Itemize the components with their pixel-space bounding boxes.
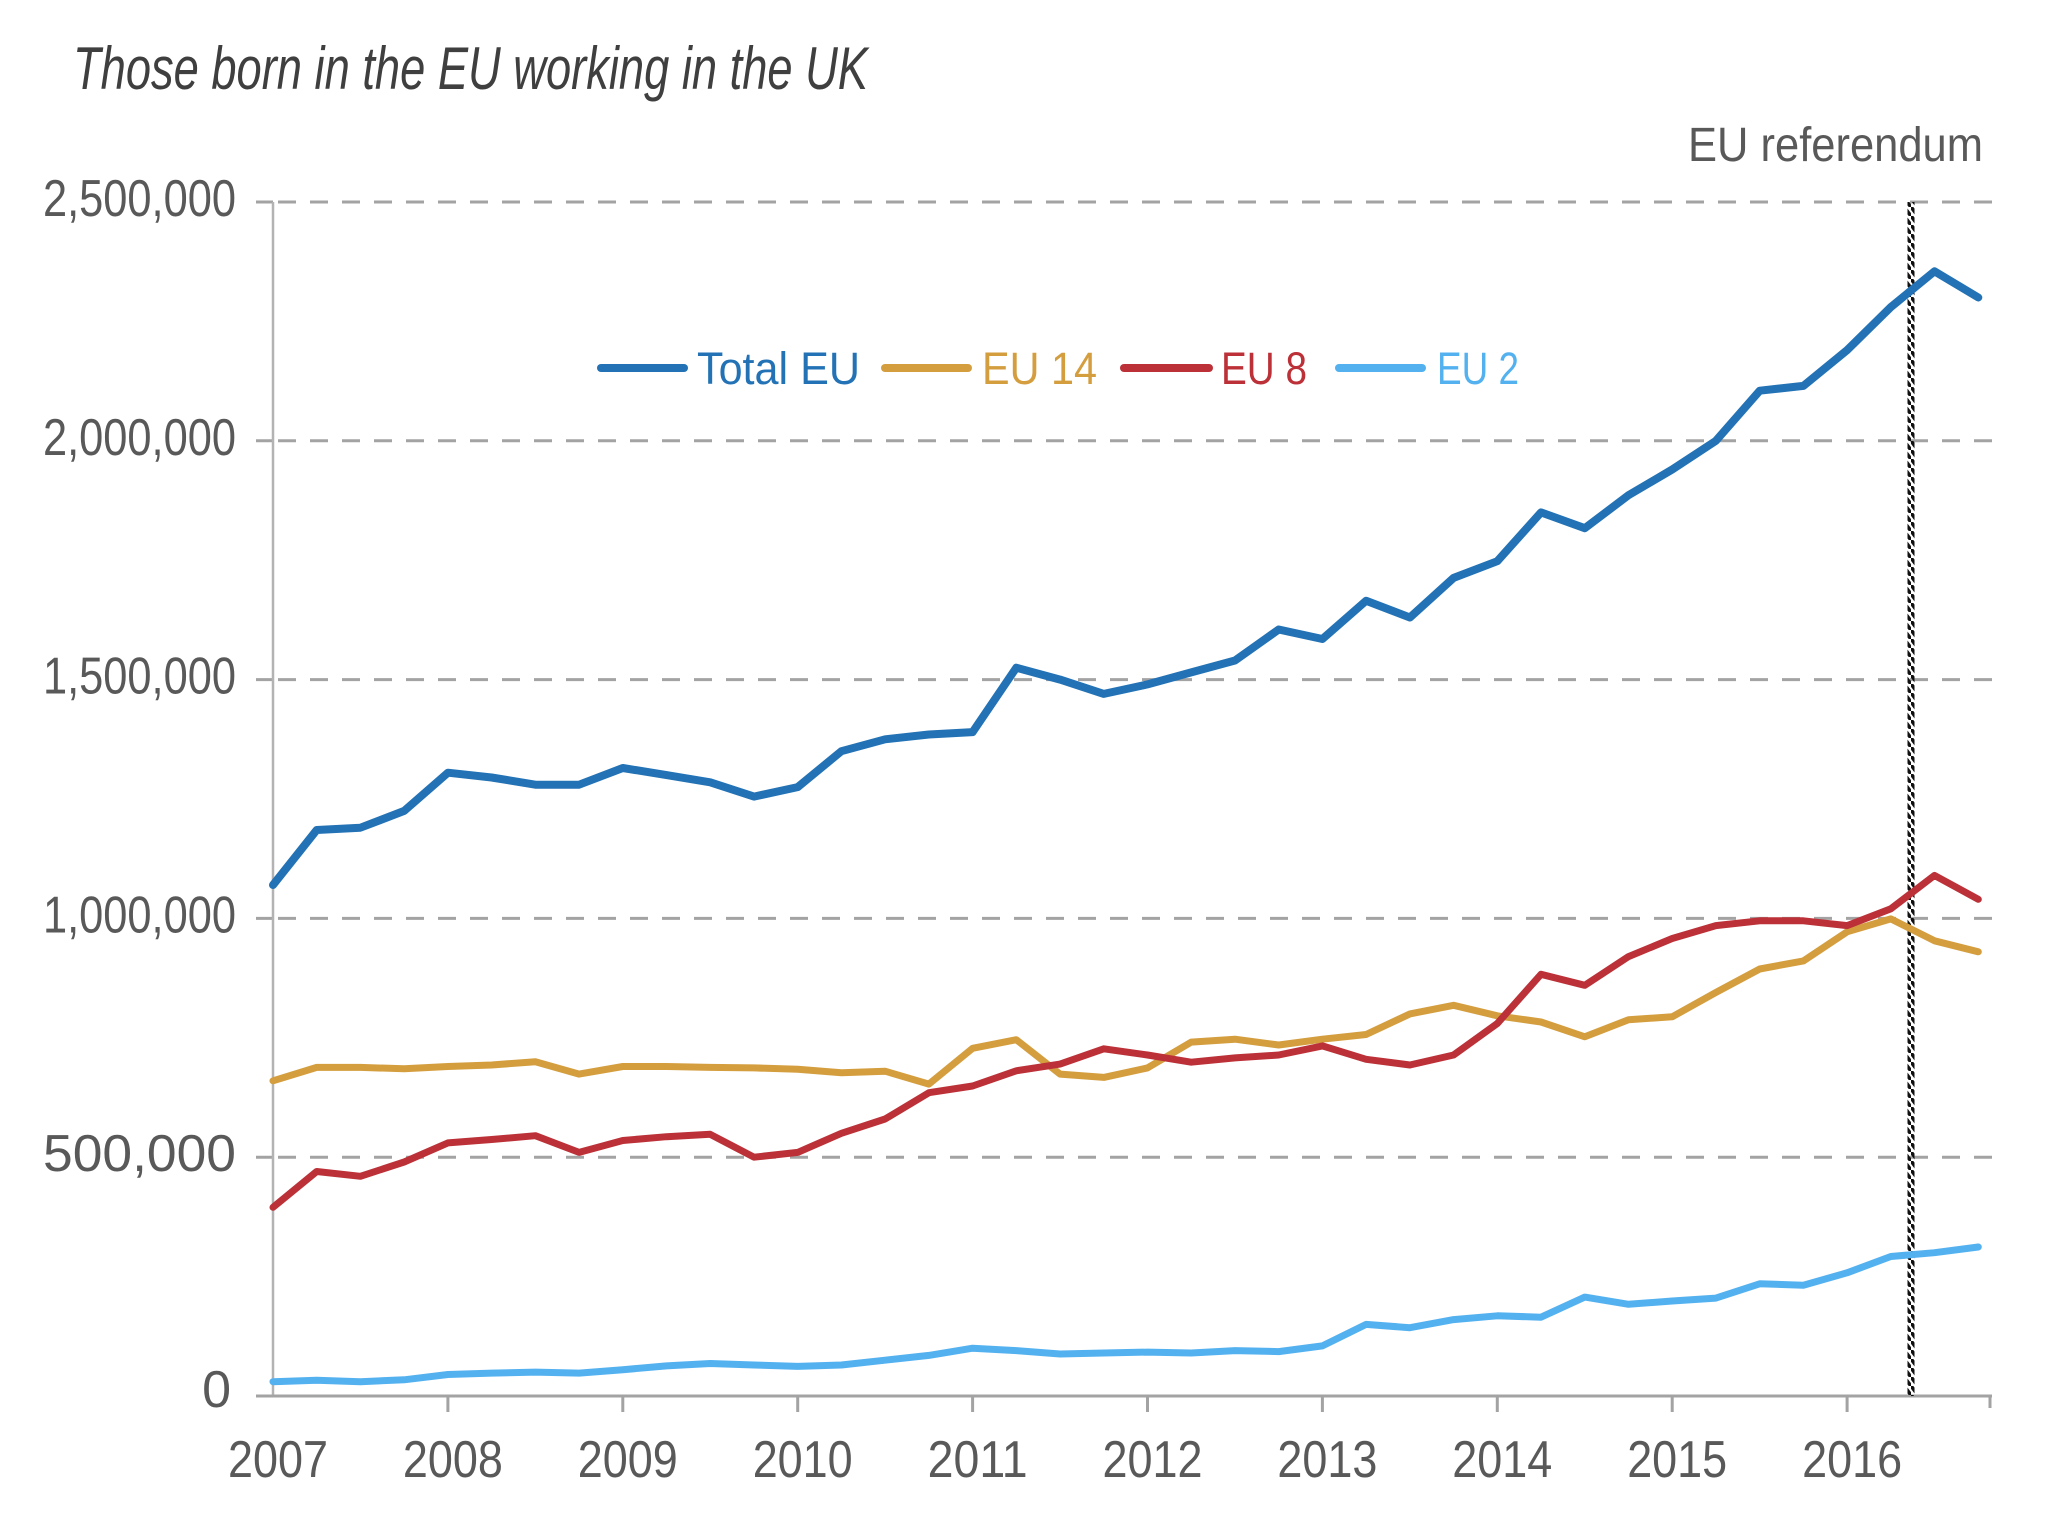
svg-text:2007: 2007 (228, 1431, 328, 1489)
svg-text:Those born in the EU working i: Those born in the EU working in the UK (73, 35, 870, 102)
svg-text:EU 14: EU 14 (982, 343, 1097, 394)
svg-text:2016: 2016 (1802, 1431, 1902, 1489)
svg-text:2010: 2010 (753, 1431, 853, 1489)
svg-text:1,000,000: 1,000,000 (43, 886, 236, 944)
svg-text:2015: 2015 (1627, 1431, 1727, 1489)
svg-text:EU 8: EU 8 (1221, 343, 1307, 394)
svg-text:2008: 2008 (403, 1431, 503, 1489)
svg-text:1,500,000: 1,500,000 (43, 648, 236, 706)
svg-text:EU referendum: EU referendum (1688, 119, 1983, 172)
svg-text:2009: 2009 (578, 1431, 678, 1489)
svg-text:2013: 2013 (1277, 1431, 1377, 1489)
svg-text:Total EU: Total EU (697, 343, 860, 394)
svg-text:2012: 2012 (1103, 1431, 1203, 1489)
svg-text:2,000,000: 2,000,000 (43, 409, 236, 467)
svg-text:2011: 2011 (928, 1431, 1028, 1489)
svg-text:EU 2: EU 2 (1437, 343, 1519, 394)
svg-text:2014: 2014 (1452, 1431, 1552, 1489)
svg-text:2,500,000: 2,500,000 (43, 170, 236, 228)
svg-text:0: 0 (202, 1361, 231, 1419)
svg-text:500,000: 500,000 (43, 1125, 236, 1183)
